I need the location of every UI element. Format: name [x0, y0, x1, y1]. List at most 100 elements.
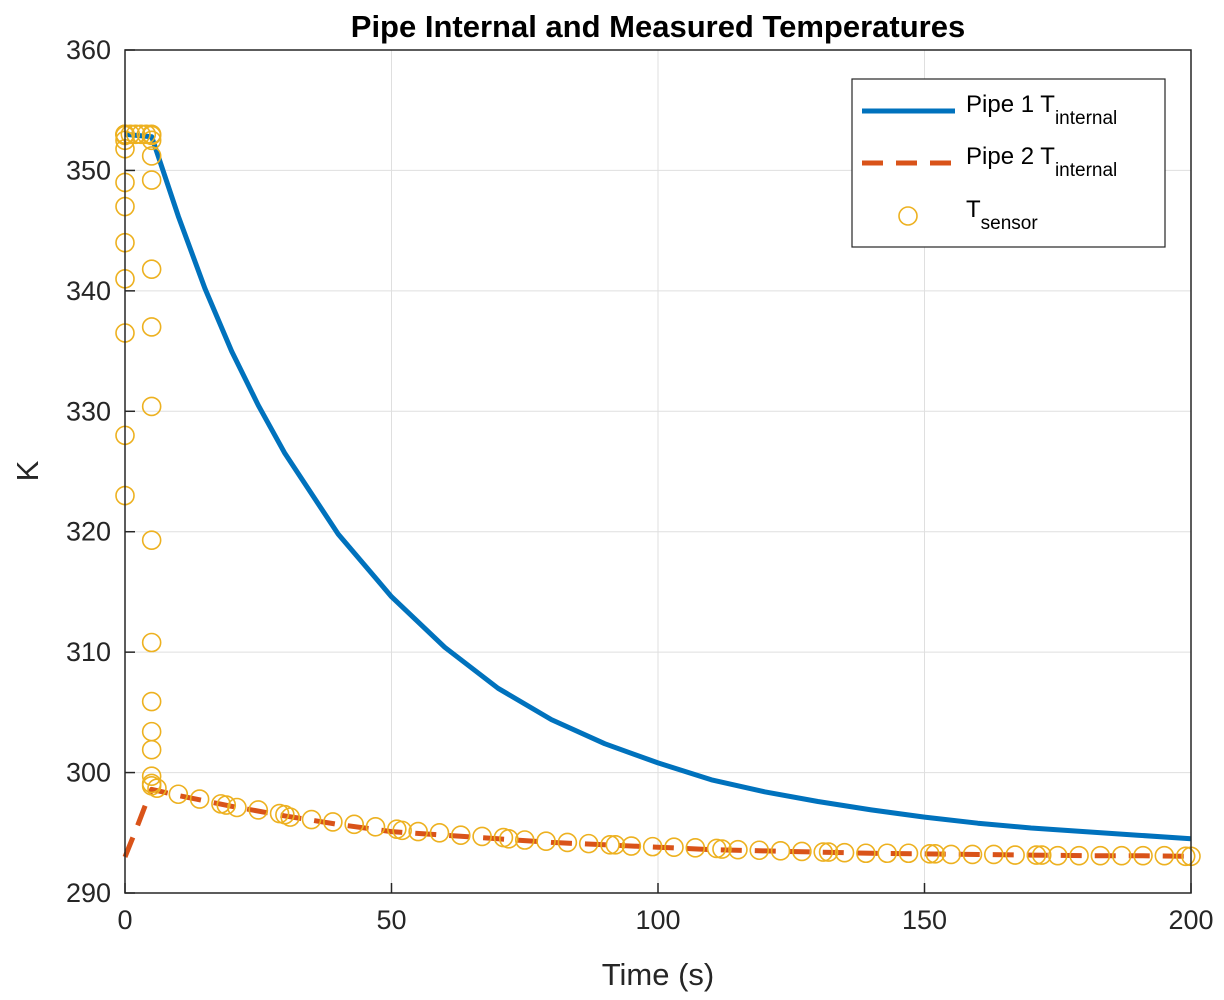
sensor-point: [141, 530, 162, 550]
sensor-point: [450, 825, 471, 845]
legend-label-sensor: Tsensor: [966, 196, 1038, 234]
sensor-point: [120, 124, 141, 145]
sensor-point: [216, 795, 237, 815]
sensor-point: [1154, 845, 1175, 866]
sensor-point: [141, 146, 162, 166]
sensor-point: [131, 124, 151, 145]
sensor-point: [578, 833, 599, 854]
sensor-point: [770, 841, 791, 861]
sensor-point: [856, 843, 876, 864]
sensor-point: [141, 766, 162, 786]
legend-label-pipe2: Pipe 2 Tinternal: [966, 143, 1117, 181]
sensor-point: [344, 814, 364, 835]
y-tick-label: 290: [66, 878, 111, 908]
sensor-point: [141, 259, 162, 279]
sensor-point: [1069, 845, 1089, 866]
sensor-point: [168, 784, 189, 805]
sensor-point: [1026, 845, 1047, 865]
y-tick-label: 330: [66, 396, 111, 426]
sensor-point: [227, 797, 247, 818]
y-tick-label: 360: [66, 35, 111, 65]
sensor-point: [877, 843, 897, 864]
sensor-point: [1031, 845, 1052, 865]
sensor-point: [941, 844, 961, 865]
sensor-point: [749, 840, 770, 861]
sensor-point: [813, 842, 834, 862]
sensor-point: [365, 816, 386, 837]
sensor-point: [189, 789, 210, 809]
sensor-point: [920, 844, 940, 864]
sensor-point: [408, 821, 428, 842]
sensor-point: [834, 842, 855, 863]
sensor-point: [141, 170, 162, 190]
sensor-point: [280, 807, 301, 827]
sensor-point: [792, 841, 812, 862]
sensor-point: [557, 832, 578, 853]
y-tick-label: 300: [66, 758, 111, 788]
sensor-point: [514, 830, 535, 850]
sensor-point: [536, 831, 556, 852]
sensor-point: [1090, 845, 1111, 866]
sensor-point: [605, 835, 626, 855]
sensor-point: [147, 778, 167, 799]
sensor-point: [1005, 845, 1025, 865]
y-tick-label: 350: [66, 155, 111, 185]
legend-label-sensor-main: T: [966, 196, 981, 223]
sensor-point: [141, 396, 162, 417]
sensor-point: [141, 632, 162, 653]
sensor-point: [429, 822, 450, 843]
x-tick-label: 100: [635, 905, 680, 935]
sensor-point: [728, 839, 748, 860]
x-tick-label: 50: [376, 905, 406, 935]
x-tick-label: 200: [1168, 905, 1213, 935]
grid: [124, 49, 1192, 894]
x-tick-label: 150: [902, 905, 947, 935]
sensor-point: [141, 130, 162, 151]
ticks: 0 50 100 150 200 290 300 310 320 330 340 350 360: [66, 35, 1214, 935]
sensor-point: [472, 826, 492, 847]
legend-label-pipe1-sub: internal: [1055, 108, 1117, 129]
legend-box: [851, 78, 1166, 248]
sensor-point: [621, 836, 642, 856]
sensor-point: [141, 125, 162, 146]
sensor-point: [983, 844, 1004, 865]
sensor-point: [1133, 845, 1153, 866]
sensor-point: [141, 739, 162, 760]
y-tick-label: 310: [66, 637, 111, 667]
sensor-point: [706, 838, 727, 859]
legend-label-pipe1-main: Pipe 1 T: [966, 91, 1055, 118]
sensor-point: [642, 836, 663, 857]
legend-label-pipe2-sub: internal: [1055, 160, 1117, 181]
sensor-point: [301, 809, 322, 830]
sensor-point: [818, 842, 839, 862]
sensor-point: [600, 835, 620, 855]
sensor-point: [498, 829, 519, 849]
legend-label-pipe2-main: Pipe 2 T: [966, 143, 1055, 170]
x-axis-label: Time (s): [602, 957, 715, 992]
y-tick-label: 320: [66, 517, 111, 547]
sensor-point: [925, 844, 945, 864]
sensor-point: [685, 838, 706, 858]
sensor-point: [248, 800, 269, 820]
sensor-point: [664, 837, 684, 858]
legend: Pipe 1 Tinternal Pipe 2 Tinternal Tsenso…: [851, 78, 1166, 248]
sensor-point: [392, 820, 412, 841]
legend-label-sensor-sub: sensor: [981, 213, 1039, 234]
sensor-point: [962, 844, 983, 865]
y-tick-label: 340: [66, 276, 111, 306]
sensor-point: [1111, 845, 1132, 866]
legend-swatch-sensor: [898, 206, 918, 226]
sensor-point: [141, 691, 162, 712]
sensor-point: [898, 843, 919, 864]
y-axis-label: K: [10, 460, 45, 481]
legend-label-pipe1: Pipe 1 Tinternal: [966, 91, 1117, 129]
x-tick-label: 0: [117, 905, 132, 935]
sensor-point: [1175, 846, 1196, 867]
sensor-point: [323, 812, 343, 832]
series-line-1: [124, 131, 1192, 842]
sensor-point: [712, 839, 732, 859]
sensor-point: [1047, 845, 1068, 866]
sensor-point: [141, 317, 162, 337]
chart-title: Pipe Internal and Measured Temperatures: [351, 9, 965, 44]
